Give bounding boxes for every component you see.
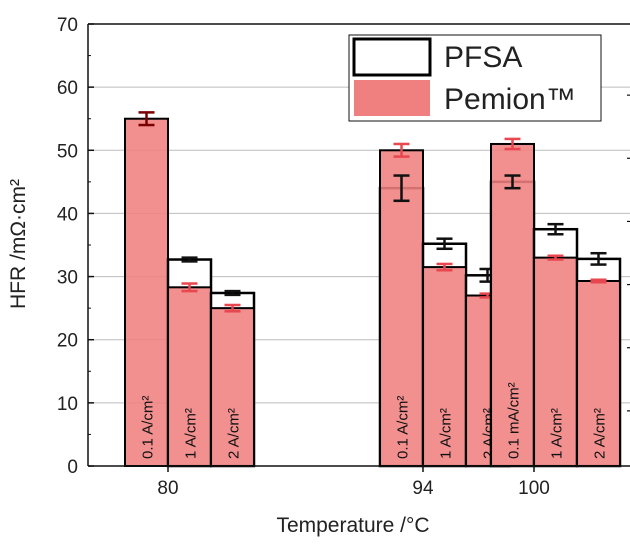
x-axis-title: Temperature /°C	[276, 514, 429, 537]
y-tick-label-70: 70	[57, 15, 78, 36]
y-tick-label-60: 60	[57, 78, 78, 99]
bar-label-8: 2 A/cm²	[592, 408, 609, 459]
bars-layer: 0.1 A/cm² 1 A/cm² 2 A/cm² 0.1 A/cm² 1 A/cm² 2…	[124, 111, 622, 468]
bar-label-2: 2 A/cm²	[226, 408, 243, 459]
y-tick-label-50: 50	[57, 141, 78, 162]
y-axis-title: HFR /mΩ·cm²	[7, 179, 30, 309]
bar-label-1: 1 A/cm²	[183, 408, 200, 459]
bar-label-4: 1 A/cm²	[438, 408, 455, 459]
x-tick-label-80: 80	[157, 478, 178, 499]
y-tick-label-0: 0	[67, 457, 78, 478]
x-tick-label-100: 100	[518, 478, 550, 499]
legend-swatch-pemion	[354, 80, 430, 116]
x-tick-label-94: 94	[412, 478, 434, 499]
y-tick-label-40: 40	[57, 204, 78, 225]
bar-label-6: 0.1 mA/cm²	[506, 382, 523, 459]
y-tick-label-30: 30	[57, 268, 78, 289]
bar-pemion-4	[422, 266, 467, 467]
bar-label-3: 0.1 A/cm²	[395, 396, 412, 459]
bar-label-0: 0.1 A/cm²	[140, 396, 157, 459]
legend-label-pemion: Pemion™	[444, 83, 576, 116]
y-tick-label-10: 10	[57, 394, 78, 415]
legend-swatch-pfsa	[352, 37, 432, 77]
y-tick-label-20: 20	[57, 331, 78, 352]
bar-pemion-8	[576, 279, 621, 467]
legend-label-pfsa: PFSA	[444, 41, 522, 74]
legend: PFSA Pemion™	[348, 34, 602, 122]
bar-label-7: 1 A/cm²	[549, 408, 566, 459]
axes-layer: 0 10 20 30 40 50 60 70 80 94 100	[57, 15, 630, 499]
